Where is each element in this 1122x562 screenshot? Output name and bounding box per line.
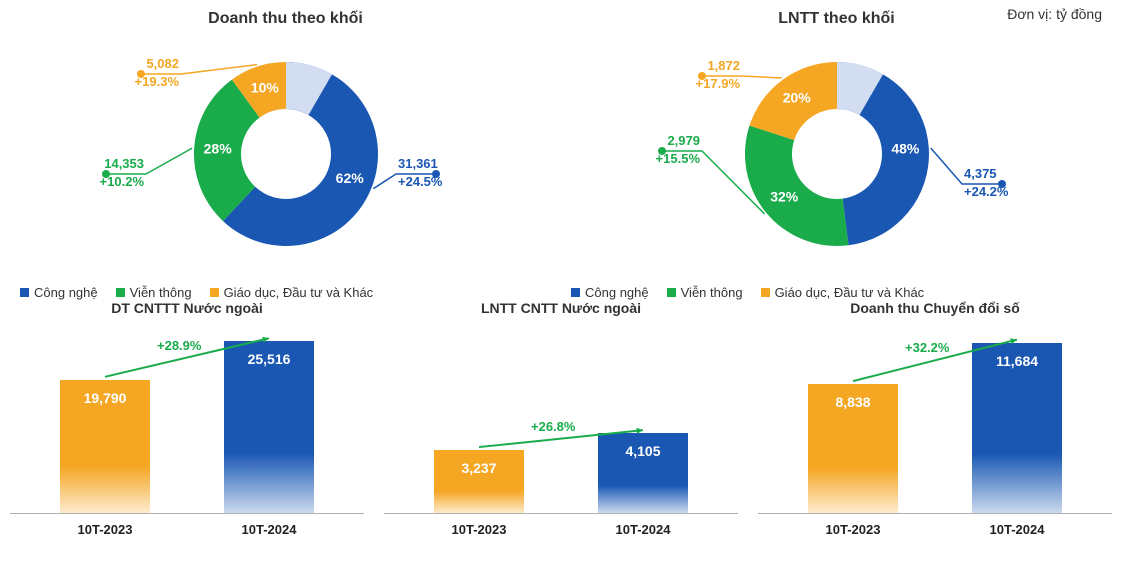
donut-segment-pct: 20%	[782, 89, 811, 105]
bar-row: DT CNTTT Nước ngoài19,79025,516+28.9%10T…	[10, 300, 1112, 554]
legend-item: Viễn thông	[667, 285, 743, 300]
legend-label: Viễn thông	[130, 285, 192, 300]
legend-label: Công nghệ	[585, 285, 649, 300]
donut-callout-growth: +24.5%	[398, 174, 443, 189]
legend-label: Giáo dục, Đầu tư và Khác	[224, 285, 374, 300]
bar-panel-title: DT CNTTT Nước ngoài	[10, 300, 364, 324]
bar-area: 3,2374,105+26.8%10T-202310T-2024	[384, 324, 738, 514]
donut-callout-growth: +17.9%	[695, 76, 740, 91]
legend-item: Công nghệ	[571, 285, 649, 300]
legend-item: Giáo dục, Đầu tư và Khác	[210, 285, 374, 300]
growth-label: +32.2%	[905, 340, 949, 355]
donut-callout-value: 1,872	[707, 58, 740, 73]
donut-callout-value: 2,979	[667, 133, 700, 148]
legend-swatch	[20, 288, 29, 297]
bar-x-label: 10T-2023	[434, 522, 524, 537]
bar-panel: Doanh thu Chuyển đổi số8,83811,684+32.2%…	[758, 300, 1112, 554]
donut-2-legend: Công nghệ Viễn thông Giáo dục, Đầu tư và K…	[571, 285, 1102, 300]
legend-swatch	[667, 288, 676, 297]
donut-2-svg: 48% 4,375 +24.2% 32% 2,979 +15.5% 20% 1,872 +17.…	[577, 39, 1097, 269]
donut-2-wrap: 48% 4,375 +24.2% 32% 2,979 +15.5% 20% 1,872 +17.…	[561, 38, 1112, 270]
bar-panel-title: LNTT CNTT Nước ngoài	[384, 300, 738, 324]
donut-segment-pct: 48%	[891, 140, 920, 156]
legend-label: Công nghệ	[34, 285, 98, 300]
legend-swatch	[210, 288, 219, 297]
donut-segment-pct: 32%	[770, 188, 799, 204]
bar-panel: LNTT CNTT Nước ngoài3,2374,105+26.8%10T-…	[384, 300, 738, 554]
donut-callout-value: 5,082	[146, 56, 179, 71]
bar-panel: DT CNTTT Nước ngoài19,79025,516+28.9%10T…	[10, 300, 364, 554]
donut-callout-growth: +15.5%	[655, 151, 700, 166]
donut-callout-value: 4,375	[964, 166, 997, 181]
donut-1-svg: 62% 31,361 +24.5% 28% 14,353 +10.2% 10% 5,082 +1…	[26, 39, 546, 269]
legend-swatch	[571, 288, 580, 297]
legend-label: Giáo dục, Đầu tư và Khác	[775, 285, 925, 300]
bar-x-label: 10T-2024	[972, 522, 1062, 537]
bar-area: 19,79025,516+28.9%10T-202310T-2024	[10, 324, 364, 514]
donut-callout-growth: +10.2%	[99, 174, 144, 189]
growth-label: +26.8%	[531, 419, 575, 434]
bar-area: 8,83811,684+32.2%10T-202310T-2024	[758, 324, 1112, 514]
legend-item: Viễn thông	[116, 285, 192, 300]
donut-callout-value: 14,353	[104, 156, 144, 171]
donut-callout-growth: +24.2%	[964, 184, 1009, 199]
legend-swatch	[761, 288, 770, 297]
donut-panel-2: LNTT theo khối 48% 4,375 +24.2% 32% 2,979 +15…	[561, 10, 1112, 300]
donut-1-legend: Công nghệ Viễn thông Giáo dục, Đầu tư và K…	[20, 285, 551, 300]
legend-swatch	[116, 288, 125, 297]
legend-label: Viễn thông	[681, 285, 743, 300]
donut-row: Doanh thu theo khối 62% 31,361 +24.5% 28% 14…	[10, 10, 1112, 300]
legend-item: Công nghệ	[20, 285, 98, 300]
growth-label: +28.9%	[157, 338, 201, 353]
donut-segment	[745, 126, 849, 246]
donut-callout-value: 31,361	[398, 156, 438, 171]
donut-2-title: LNTT theo khối	[561, 10, 1112, 28]
bar-x-label: 10T-2023	[808, 522, 898, 537]
donut-1-wrap: 62% 31,361 +24.5% 28% 14,353 +10.2% 10% 5,082 +1…	[10, 38, 561, 270]
donut-segment-pct: 28%	[203, 140, 232, 156]
donut-segment-pct: 10%	[250, 80, 279, 96]
bar-x-label: 10T-2024	[598, 522, 688, 537]
bar-x-label: 10T-2023	[60, 522, 150, 537]
donut-segment-pct: 62%	[335, 170, 364, 186]
legend-item: Giáo dục, Đầu tư và Khác	[761, 285, 925, 300]
bar-panel-title: Doanh thu Chuyển đổi số	[758, 300, 1112, 324]
bar-x-label: 10T-2024	[224, 522, 314, 537]
donut-callout-growth: +19.3%	[134, 74, 179, 89]
donut-1-title: Doanh thu theo khối	[10, 10, 561, 28]
donut-panel-1: Doanh thu theo khối 62% 31,361 +24.5% 28% 14…	[10, 10, 561, 300]
